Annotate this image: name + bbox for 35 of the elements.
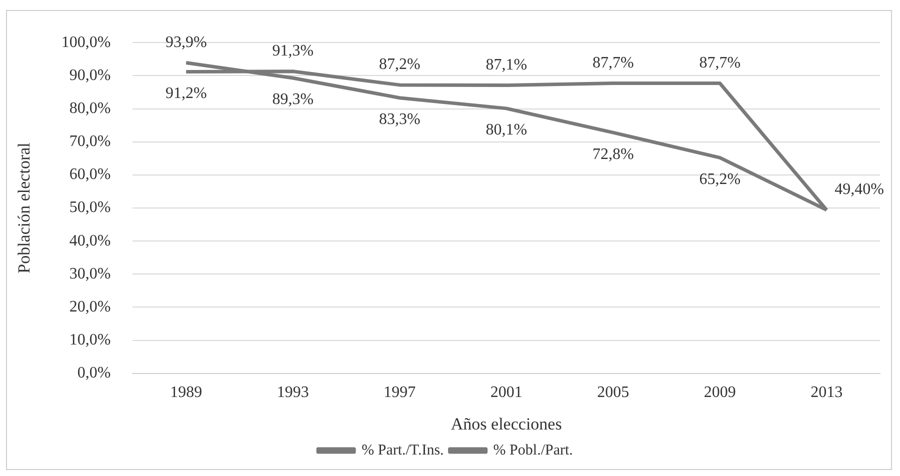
x-tick-label: 1989 bbox=[170, 384, 202, 402]
y-tick-label: 90,0% bbox=[69, 66, 111, 84]
data-label: 83,3% bbox=[378, 111, 420, 128]
data-label: 80,1% bbox=[486, 122, 528, 139]
y-tick-label: 30,0% bbox=[69, 265, 111, 282]
y-tick-label: 100,0% bbox=[61, 34, 111, 51]
x-tick-label: 2001 bbox=[490, 384, 522, 402]
data-label: 65,2% bbox=[699, 170, 741, 188]
x-tick-label: 2013 bbox=[810, 384, 843, 402]
y-axis-title: Población electoral bbox=[14, 142, 34, 274]
data-label: 87,7% bbox=[699, 54, 741, 72]
y-tick-label: 40,0% bbox=[69, 232, 111, 250]
y-tick-label: 60,0% bbox=[69, 166, 111, 184]
y-tick-label: 0,0% bbox=[77, 364, 111, 382]
data-label: 91,2% bbox=[165, 84, 207, 102]
data-label: 72,8% bbox=[592, 146, 634, 163]
data-label: 87,1% bbox=[486, 56, 528, 74]
y-tick-label: 70,0% bbox=[69, 133, 111, 150]
data-label: 87,7% bbox=[592, 54, 634, 72]
legend-label: % Part./T.Ins. bbox=[362, 442, 444, 458]
y-tick-label: 10,0% bbox=[69, 332, 111, 349]
x-tick-label: 2005 bbox=[597, 384, 630, 402]
data-label: 89,3% bbox=[272, 91, 314, 108]
y-tick-label: 20,0% bbox=[69, 298, 111, 316]
data-label: 49,40% bbox=[834, 181, 884, 198]
data-label: 91,3% bbox=[272, 42, 314, 60]
y-tick-label: 80,0% bbox=[69, 100, 111, 117]
data-label: 93,9% bbox=[165, 34, 207, 51]
x-tick-label: 1997 bbox=[384, 384, 416, 402]
x-axis-title: Años elecciones bbox=[450, 414, 562, 434]
x-tick-label: 2009 bbox=[704, 384, 736, 402]
x-tick-label: 1993 bbox=[276, 384, 309, 402]
data-label: 87,2% bbox=[378, 56, 420, 74]
y-tick-label: 50,0% bbox=[69, 199, 111, 216]
legend-label: % Pobl./Part. bbox=[493, 442, 573, 458]
